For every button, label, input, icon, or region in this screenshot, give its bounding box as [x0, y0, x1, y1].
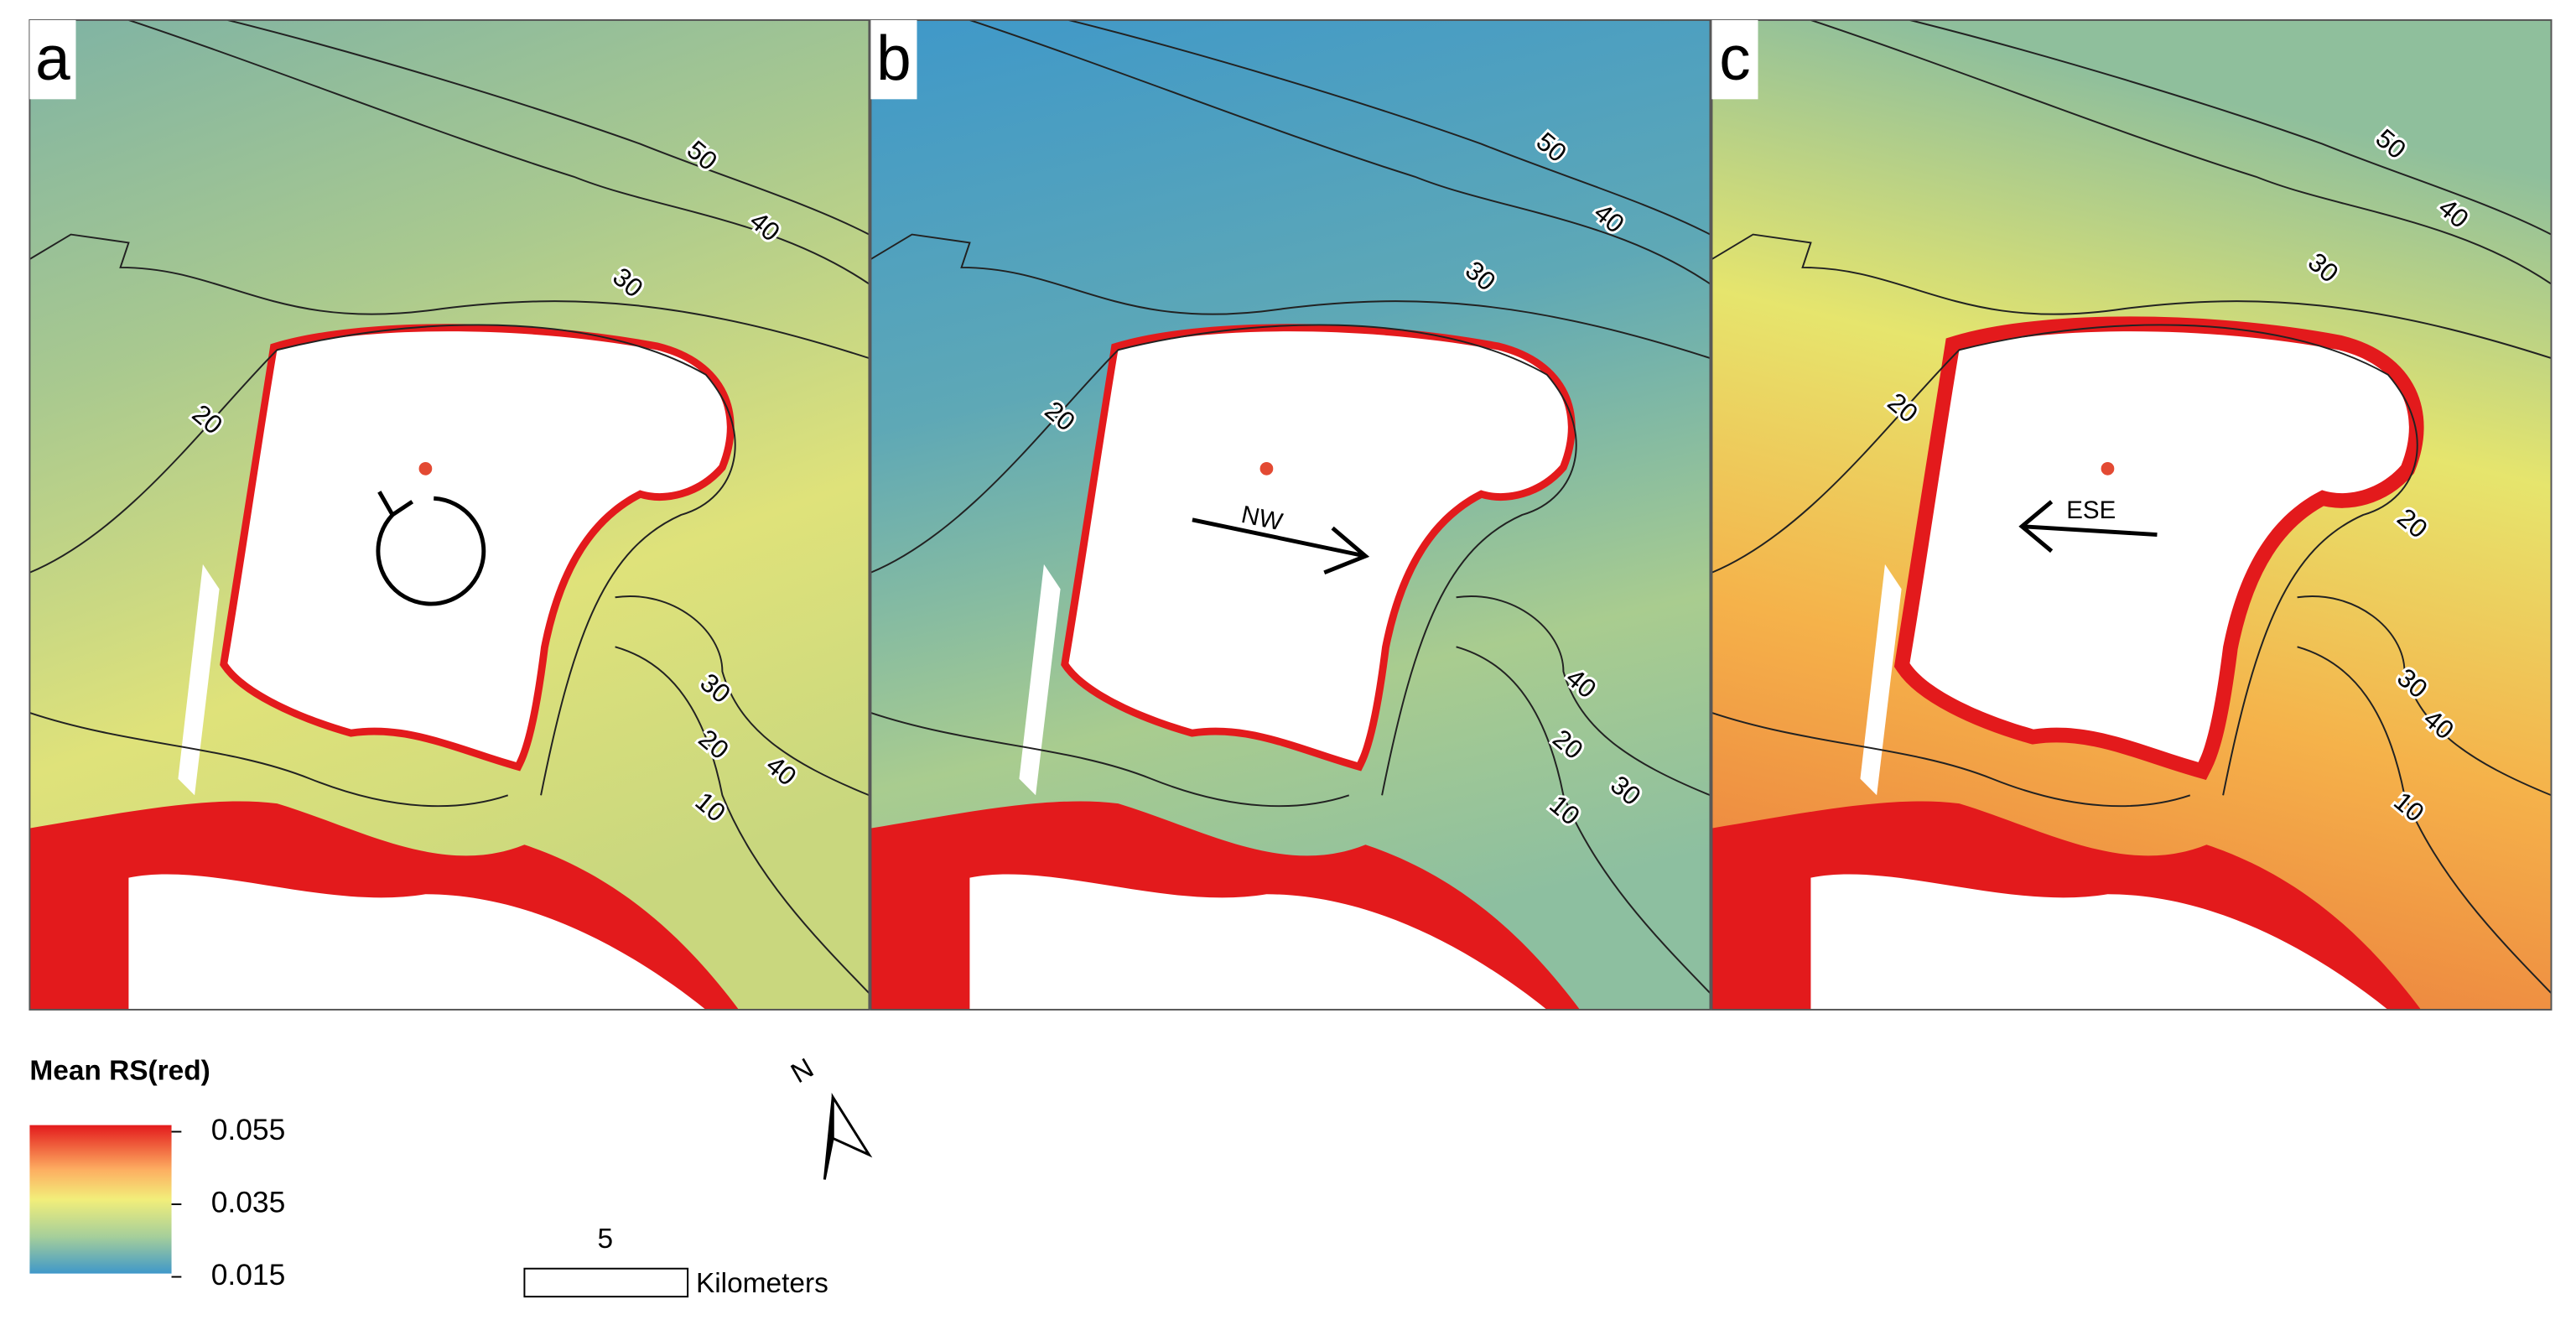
north-arrow-left: [823, 1097, 834, 1180]
colorbar: [29, 1125, 172, 1274]
contour-line: [1456, 646, 1711, 994]
coast: [1810, 874, 2388, 1010]
contour-line: [227, 19, 870, 236]
reef: [2101, 461, 2115, 476]
circulation-arrowhead: [377, 491, 414, 518]
panel-label-box: [1711, 19, 1758, 100]
north-label: N: [786, 1052, 818, 1089]
circulation-arrow: [376, 496, 486, 606]
scale-bar: 5 Kilometers: [523, 1224, 828, 1299]
north-arrow-right: [831, 1093, 873, 1158]
coast: [128, 874, 706, 1010]
contour-line: [1456, 595, 1711, 797]
sliver-island: [1860, 564, 1902, 796]
colorbar-tick-label: 0.035: [211, 1185, 286, 1219]
north-arrow: N: [786, 1052, 873, 1180]
contour-line: [29, 712, 509, 808]
sliver-island: [178, 564, 220, 796]
contour-line: [870, 324, 1577, 796]
contour-line: [128, 19, 870, 285]
wind-arrow: [1192, 517, 1370, 575]
contour-line: [1068, 19, 1711, 236]
contour-line: [870, 233, 1711, 360]
sliver-island: [1019, 564, 1061, 796]
panel-outline: [870, 18, 1711, 1011]
reef: [1259, 461, 1274, 476]
island: [227, 331, 727, 762]
legend-title: Mean RS(red): [29, 1056, 210, 1087]
wind-direction: ESE: [2066, 496, 2116, 524]
scale-bar-rect: [523, 1267, 689, 1298]
scale-unit: Kilometers: [696, 1268, 828, 1299]
wind-arrow: [2018, 500, 2158, 553]
coast: [969, 874, 1547, 1010]
contour-line: [1711, 324, 2418, 796]
contour-line: [1810, 19, 2552, 285]
panel-label-box: [29, 19, 76, 100]
contour-line: [2297, 595, 2552, 797]
contour-line: [1711, 712, 2191, 808]
contour-line: [29, 324, 736, 796]
contour-line: [1711, 233, 2552, 360]
legend: Mean RS(red) 0.055 0.035 0.015: [29, 1056, 285, 1291]
panel-label: b: [876, 23, 911, 93]
contour-line: [615, 646, 870, 994]
panel-label-box: [870, 19, 917, 100]
contour-line: [969, 19, 1711, 285]
contour-line: [1909, 19, 2552, 236]
panel-label: c: [1719, 23, 1750, 93]
contour-line: [2297, 646, 2552, 994]
contour-line: [29, 233, 870, 360]
contour-line: [870, 712, 1350, 808]
panel-label: a: [35, 23, 70, 93]
colorbar-tick-label: 0.015: [211, 1258, 286, 1291]
contour-line: [615, 595, 870, 797]
panel-outline: [29, 18, 870, 1011]
reef: [418, 461, 433, 476]
scale-distance: 5: [597, 1224, 613, 1255]
colorbar-tick-label: 0.055: [211, 1113, 286, 1146]
island: [1909, 331, 2409, 762]
panels: 5040302030204010a5040302040203010bNW5040…: [29, 18, 2553, 1011]
panel-outline: [1711, 18, 2553, 1011]
